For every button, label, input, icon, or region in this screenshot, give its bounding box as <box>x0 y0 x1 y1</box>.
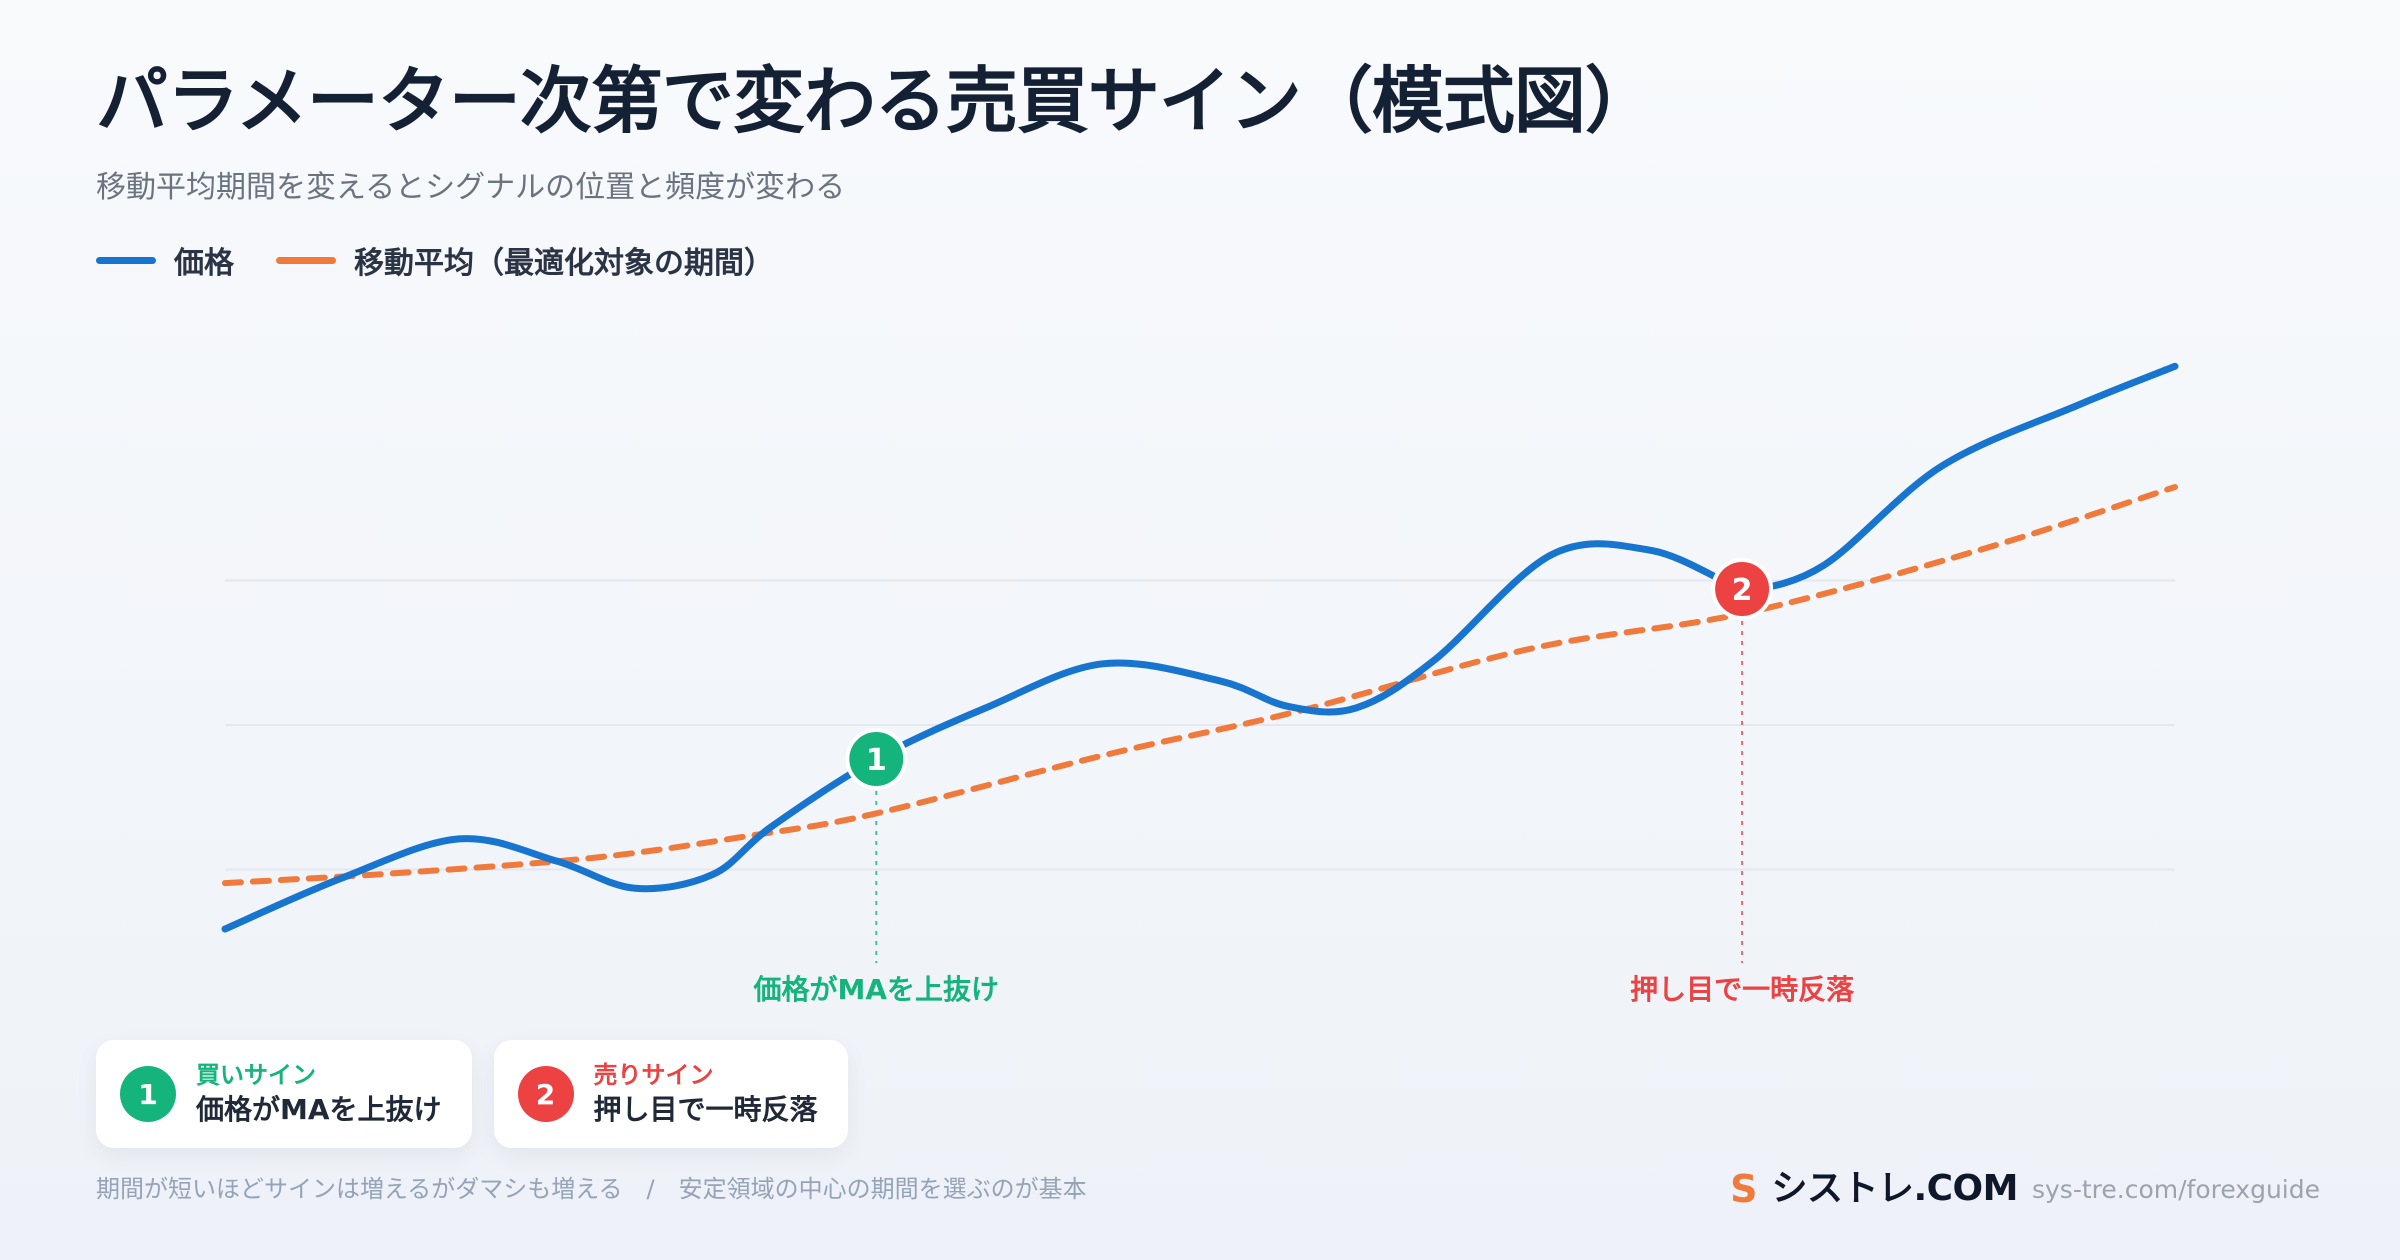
chart-grid <box>225 579 2175 871</box>
brand-name: シストレ.COM <box>1771 1168 2018 1209</box>
buy-signal-texts: 買いサイン 価格がMAを上抜け <box>196 1062 442 1126</box>
buy-signal-title: 買いサイン <box>196 1061 316 1090</box>
buy-signal-description: 価格がMAを上抜け <box>196 1092 442 1126</box>
signal-marker-1 <box>849 732 904 786</box>
sell-signal-badge: 2 <box>517 1066 574 1122</box>
chart-legend: 価格 移動平均（最適化対象の期間） <box>96 238 774 282</box>
brand-logo-icon: S <box>1730 1167 1758 1211</box>
brand-url: sys-tre.com/forexguide <box>2031 1174 2320 1204</box>
signal-guides <box>875 621 1744 963</box>
page-subtitle: 移動平均期間を変えるとシグナルの位置と頻度が変わる <box>96 170 846 205</box>
sell-signal-card: 2 売りサイン 押し目で一時反落 <box>493 1040 848 1148</box>
signal-markers: 12 <box>845 558 1774 790</box>
legend-moving-average-label: 移動平均（最適化対象の期間） <box>354 246 774 281</box>
signal-label-1: 価格がMAを上抜け <box>753 973 1000 1006</box>
signal-marker-number-2: 2 <box>1732 573 1753 608</box>
legend-item-moving-average: 移動平均（最適化対象の期間） <box>276 238 774 282</box>
sell-signal-title: 売りサイン <box>593 1061 714 1090</box>
footer-note: 期間が短いほどサインは増えるがダマシも増える / 安定領域の中心の期間を選ぶのが… <box>96 1175 1087 1203</box>
signal-marker-number-1: 1 <box>866 743 887 778</box>
buy-signal-badge: 1 <box>120 1066 176 1122</box>
signal-labels: 価格がMAを上抜け 押し目で一時反落 <box>753 973 1856 1006</box>
sell-signal-texts: 売りサイン 押し目で一時反落 <box>594 1062 818 1126</box>
signal-cards: 1 買いサイン 価格がMAを上抜け 2 売りサイン 押し目で一時反落 <box>96 1040 848 1148</box>
sell-signal-description: 押し目で一時反落 <box>593 1092 818 1126</box>
signal-label-2: 押し目で一時反落 <box>1630 973 1855 1006</box>
brand: S シストレ.COM sys-tre.com/forexguide <box>1730 1170 2320 1208</box>
signal-marker-2 <box>1715 562 1770 616</box>
price-series-line <box>221 362 2179 933</box>
legend-price-line <box>96 256 156 264</box>
moving-average-series-line <box>222 484 2178 887</box>
legend-item-price: 価格 <box>96 238 234 282</box>
buy-signal-card: 1 買いサイン 価格がMAを上抜け <box>96 1040 472 1148</box>
legend-moving-average-line <box>276 256 336 264</box>
legend-price-label: 価格 <box>174 246 234 281</box>
page-title: パラメーター次第で変わる売買サイン（模式図） <box>96 59 1657 143</box>
